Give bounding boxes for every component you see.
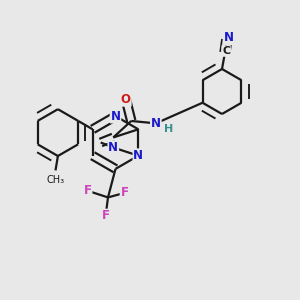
Text: N: N [224,31,234,44]
Text: CH₃: CH₃ [46,175,64,184]
Text: N: N [108,141,118,154]
Text: N: N [110,110,121,123]
Text: F: F [84,184,92,197]
Text: C: C [222,46,230,56]
Text: N: N [151,117,161,130]
Text: O: O [121,93,131,106]
Text: F: F [121,186,128,200]
Text: F: F [102,209,110,223]
Text: N: N [134,149,143,162]
Text: H: H [164,124,174,134]
